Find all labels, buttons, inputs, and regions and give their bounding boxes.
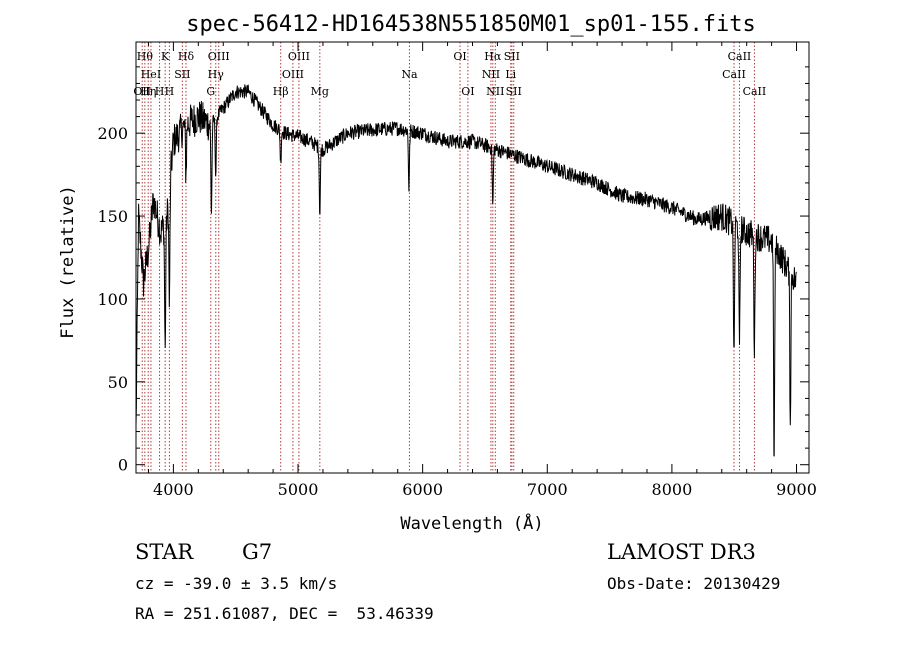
line-label-15: Mg <box>311 85 329 98</box>
plot-frame <box>135 41 810 474</box>
line-label-7: SII <box>174 68 190 81</box>
line-label-25: CaII <box>722 68 746 81</box>
line-label-2: Hη <box>140 85 156 98</box>
y-tick-label-150: 150 <box>97 207 128 226</box>
line-label-3: HeI <box>141 68 161 81</box>
x-tick-label-5000: 5000 <box>278 480 319 499</box>
x-tick-label-6000: 6000 <box>402 480 443 499</box>
line-label-23: SII <box>504 50 520 63</box>
line-label-8: Hδ <box>178 50 195 63</box>
line-label-20: Hα <box>484 50 502 63</box>
object-class: STAR <box>135 540 194 564</box>
x-axis-label: Wavelength (Å) <box>400 512 543 534</box>
chart-title: spec-56412-HD164538N551850M01_sp01-155.f… <box>186 12 756 37</box>
coordinates: RA = 251.61087, DEC = 53.46339 <box>135 604 434 623</box>
y-tick-label-50: 50 <box>108 373 128 392</box>
x-axis-ticks: 4000 5000 6000 7000 8000 9000 <box>147 42 817 499</box>
line-label-14: OIII <box>288 50 310 63</box>
line-label-5: K <box>161 50 170 63</box>
line-label-13: OIII <box>282 68 304 81</box>
survey-name: LAMOST DR3 <box>607 540 756 564</box>
y-axis-ticks: 0 50 100 150 200 <box>97 66 809 475</box>
line-label-18: OI <box>461 85 474 98</box>
line-label-27: CaII <box>743 85 767 98</box>
y-tick-label-0: 0 <box>118 456 128 475</box>
line-label-24: SII <box>506 85 522 98</box>
line-label-16: Na <box>401 68 418 81</box>
x-tick-label-4000: 4000 <box>153 480 194 499</box>
line-label-0: OII <box>133 85 151 98</box>
line-label-17: OI <box>453 50 466 63</box>
line-label-1: Hθ <box>137 50 154 63</box>
x-tick-label-8000: 8000 <box>652 480 693 499</box>
line-label-26: CaII <box>728 50 752 63</box>
line-markers <box>141 42 755 473</box>
line-label-11: OIII <box>208 50 230 63</box>
line-label-19: NII <box>482 68 500 81</box>
line-label-9: G <box>206 85 215 98</box>
redshift-cz: cz = -39.0 ± 3.5 km/s <box>135 574 338 593</box>
line-label-6: H <box>165 85 175 98</box>
line-label-21: NII <box>486 85 504 98</box>
observation-date: Obs-Date: 20130429 <box>607 574 781 593</box>
y-tick-label-200: 200 <box>97 124 128 143</box>
y-tick-label-100: 100 <box>97 290 128 309</box>
line-marker-labels: OII Hθ Hη HeI H K H SII Hδ G Hγ OIII Hβ OIII OIII Mg Na O… <box>133 50 766 98</box>
line-label-12: Hβ <box>273 85 289 98</box>
spectrum-line <box>135 84 797 457</box>
x-tick-label-7000: 7000 <box>527 480 568 499</box>
object-subclass: G7 <box>242 540 273 564</box>
line-label-22: Li <box>505 68 516 81</box>
line-label-4: H <box>155 85 165 98</box>
y-axis-label: Flux (relative) <box>58 185 78 339</box>
line-label-10: Hγ <box>208 68 225 81</box>
x-tick-label-9000: 9000 <box>776 480 817 499</box>
